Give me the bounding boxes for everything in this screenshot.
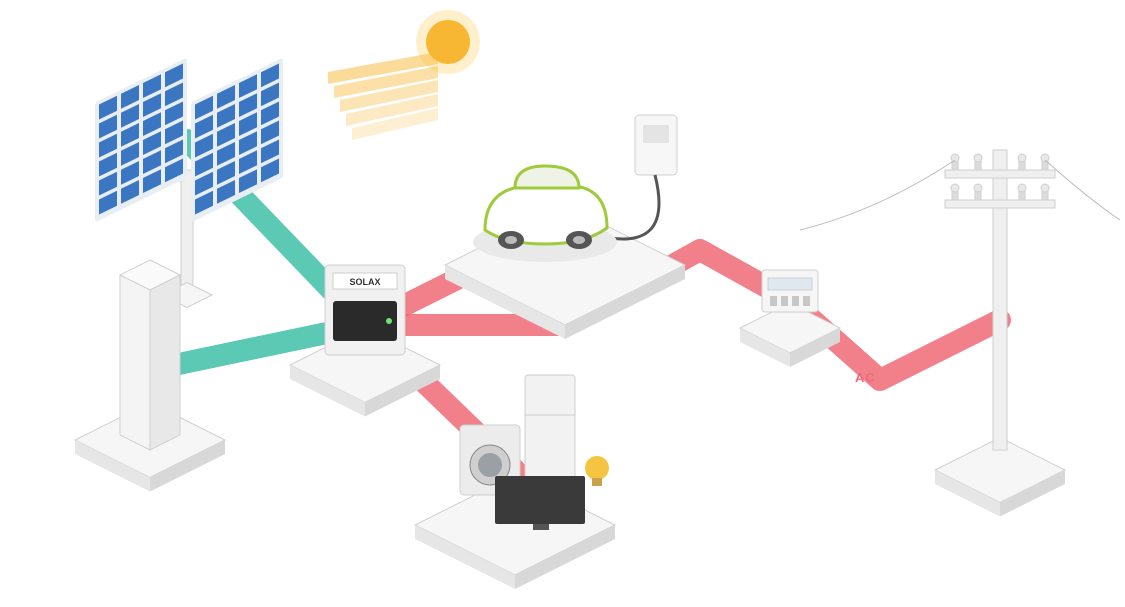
inverter-brand-label: SOLAX: [349, 277, 380, 287]
ev-charger-icon: [473, 115, 677, 262]
battery-icon: [120, 260, 180, 450]
solar-panel-icon: [95, 58, 283, 308]
inverter-icon: SOLAX: [325, 265, 405, 355]
sun-icon: [328, 10, 480, 140]
meter-icon: [762, 270, 818, 312]
energy-flow-diagram: SOLAX: [0, 0, 1125, 607]
ac-label: AC: [855, 370, 876, 385]
grid-icon: [800, 150, 1120, 450]
